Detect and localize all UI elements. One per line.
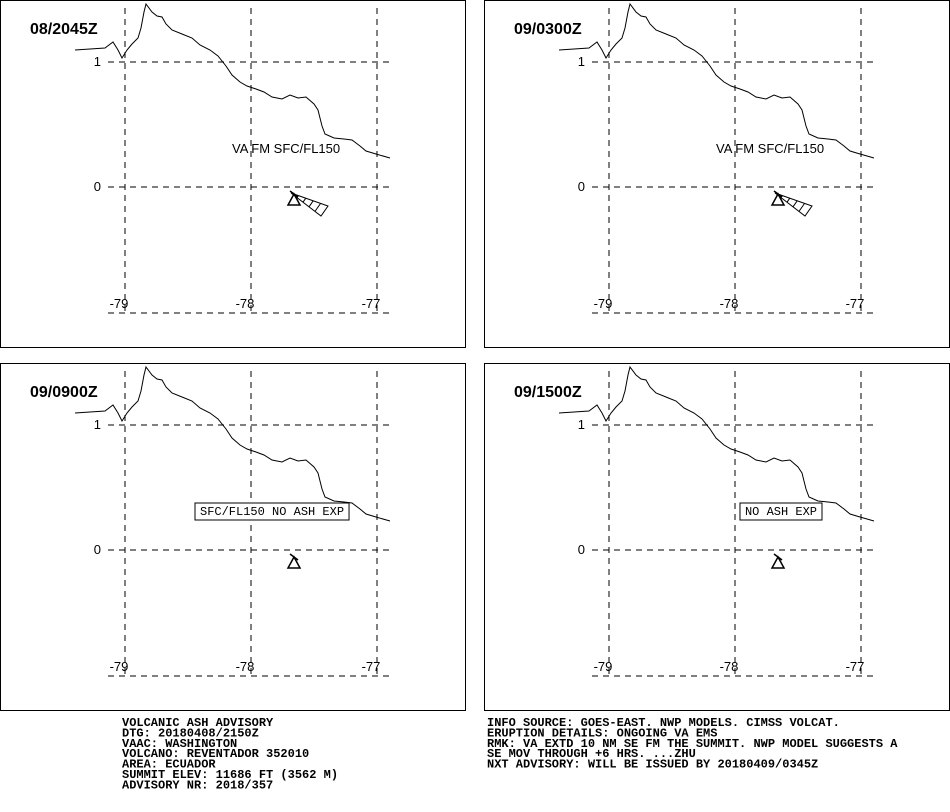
forecast-time: 09/0300Z [514, 21, 582, 38]
map-panel: -79 -78 -77 1 0 09/0300Z VA FM SFC/FL150 [484, 0, 950, 348]
map-panel: -79 -78 -77 1 0 09/1500Z NO ASH EXP [484, 363, 950, 711]
info-line: ERUPTION DETAILS: ONGOING VA EMS [487, 726, 717, 740]
volcano-symbol [770, 555, 786, 569]
longitude-label: -77 [846, 659, 865, 674]
info-line: RMK: VA EXTD 10 NM SE FM THE SUMMIT. NWP… [487, 737, 898, 751]
volcano-mark [773, 190, 783, 198]
panel-frame [484, 363, 950, 711]
longitude-label: -79 [594, 296, 613, 311]
forecast-time: 09/1500Z [514, 384, 582, 401]
latitude-label: 0 [94, 542, 101, 557]
longitude-label: -78 [236, 296, 255, 311]
ash-hatch [798, 203, 806, 212]
panel-frame [0, 0, 466, 348]
longitude-label: -77 [362, 296, 381, 311]
forecast-time: 08/2045Z [30, 21, 98, 38]
annotation: SFC/FL150 NO ASH EXP [200, 505, 344, 519]
latitude-label: 0 [578, 542, 585, 557]
map-panel: -79 -78 -77 1 0 08/2045Z VA FM SFC/FL150 [0, 0, 466, 348]
longitude-label: -77 [362, 659, 381, 674]
coastline [74, 2, 391, 159]
ash-hatch [308, 200, 314, 208]
latitude-label: 0 [94, 179, 101, 194]
coastline [558, 365, 875, 522]
info-line: SE MOV THROUGH +6 HRS. ...ZHU [487, 747, 696, 761]
longitude-label: -79 [110, 659, 129, 674]
annotation-box [194, 502, 350, 521]
ash-hatch [792, 200, 798, 208]
ash-hatch [302, 197, 307, 203]
latitude-label: 1 [578, 417, 585, 432]
coastline [74, 365, 391, 522]
advisory-line: VOLCANO: REVENTADOR 352010 [122, 747, 309, 761]
forecast-time: 09/0900Z [30, 384, 98, 401]
longitude-label: -79 [110, 296, 129, 311]
volcano-mark [289, 553, 299, 561]
latitude-label: 1 [94, 54, 101, 69]
annotation: NO ASH EXP [745, 505, 817, 519]
volcano-symbol [770, 192, 786, 206]
advisory-line: VAAC: WASHINGTON [122, 737, 237, 751]
longitude-label: -77 [846, 296, 865, 311]
advisory-line: SUMMIT ELEV: 11686 FT (3562 M) [122, 768, 338, 782]
advisory-line: DTG: 20180408/2150Z [122, 726, 259, 740]
longitude-label: -78 [236, 659, 255, 674]
map-panel: -79 -78 -77 1 0 09/0900Z SFC/FL150 NO ASH EXP [0, 363, 466, 711]
longitude-label: -78 [720, 296, 739, 311]
info-line: NXT ADVISORY: WILL BE ISSUED BY 20180409… [487, 758, 818, 772]
advisory-line: ADVISORY NR: 2018/357 [122, 778, 273, 792]
longitude-label: -78 [720, 659, 739, 674]
advisory-line: VOLCANIC ASH ADVISORY [122, 716, 274, 730]
ash-hatch [786, 197, 791, 203]
volcano-mark [289, 190, 299, 198]
latitude-label: 1 [578, 54, 585, 69]
volcano-symbol [286, 192, 302, 206]
coastline [558, 2, 875, 159]
latitude-label: 0 [578, 179, 585, 194]
volcano-symbol [286, 555, 302, 569]
annotation-box [739, 502, 823, 521]
volcano-mark [773, 553, 783, 561]
info-line: INFO SOURCE: GOES-EAST. NWP MODELS. CIMS… [487, 716, 840, 730]
ash-area [774, 192, 813, 217]
annotation: VA FM SFC/FL150 [716, 141, 824, 156]
ash-area [290, 192, 329, 217]
panel-frame [484, 0, 950, 348]
ash-hatch [314, 203, 322, 212]
longitude-label: -79 [594, 659, 613, 674]
annotation: VA FM SFC/FL150 [232, 141, 340, 156]
advisory-line: AREA: ECUADOR [122, 758, 216, 772]
panel-frame [0, 363, 466, 711]
latitude-label: 1 [94, 417, 101, 432]
